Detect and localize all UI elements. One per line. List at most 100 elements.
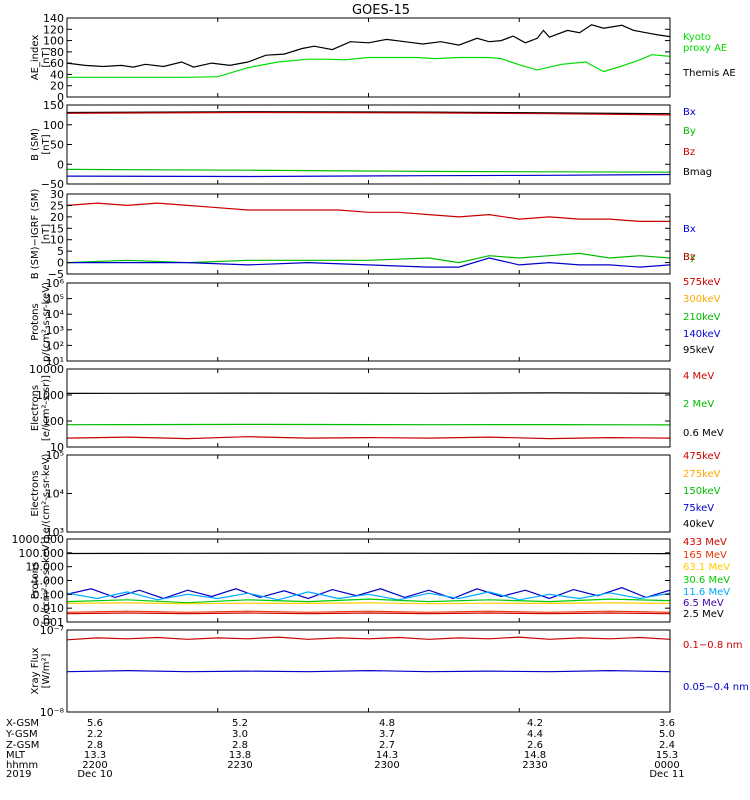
x-axis-row-label: 2019 (6, 769, 31, 780)
legend-entry: 165 MeV (683, 550, 727, 561)
series-line-433-mev (67, 612, 670, 615)
legend-entry: 40keV (683, 519, 714, 530)
y-tick-label: 100 (43, 119, 64, 132)
x-axis-value: Dec 10 (77, 769, 112, 780)
y-tick-label: 10.000 (26, 561, 65, 574)
panel-frame (66, 454, 671, 533)
x-axis-row-label: Y-GSM (5, 729, 38, 740)
legend-entry: By (683, 126, 696, 137)
legend-entry: 0.6 MeV (683, 428, 724, 439)
legend-entry: 75keV (683, 503, 714, 514)
x-axis-value: 2330 (522, 760, 547, 771)
y-tick-label: 100.000 (19, 547, 65, 560)
x-axis-value: 4.2 (527, 718, 543, 729)
legend-entry: Bx (683, 224, 696, 235)
x-axis-value: 15.3 (656, 750, 678, 761)
y-tick-label: 20 (50, 211, 64, 224)
y-tick-label: 0 (57, 91, 64, 104)
x-axis-value: 2230 (227, 760, 252, 771)
panel-4: 10¹ 10² 10³ 10⁴ 10⁵ 10⁶Protonsp/(cm²-s-sr-keV… (30, 277, 721, 368)
legend-entry: Bx (683, 107, 696, 118)
x-axis-value: 2300 (374, 760, 399, 771)
legend-entry: Bz (683, 147, 695, 158)
y-tick-label: 10⁴ (46, 488, 65, 501)
y-axis-label: Protons[p/(cm²-s-sr-keV)] (30, 537, 52, 625)
y-tick-label: 10⁻⁸ (40, 706, 65, 719)
x-axis-value: 14.3 (376, 750, 398, 761)
legend-entry: 575keV (683, 277, 721, 288)
x-axis-value: 2.2 (87, 729, 103, 740)
x-axis-value: 5.0 (659, 729, 675, 740)
y-axis-label: Xray Flux[W/m²] (30, 647, 52, 694)
series-line-2-mev (67, 423, 670, 426)
y-tick-label: 30 (50, 188, 64, 201)
y-tick-label: 140 (43, 12, 64, 25)
legend-entry: 2.5 MeV (683, 609, 724, 620)
y-tick-label: 5 (57, 245, 64, 258)
y-tick-label: 15 (50, 222, 64, 235)
y-tick-label: 150 (43, 99, 64, 112)
legend-entry: 95keV (683, 345, 714, 356)
series-line-30-6-mev (67, 598, 670, 604)
y-tick-label: 0.100 (33, 588, 65, 601)
legend-entry: 11.6 MeV (683, 587, 730, 598)
y-tick-label: 10¹ (46, 355, 64, 368)
x-axis-value: 2.6 (527, 740, 543, 751)
x-axis-value: 13.8 (229, 750, 251, 761)
y-tick-label: 20 (50, 80, 64, 93)
y-tick-label: 10⁵ (46, 293, 64, 306)
x-axis-row-label: hhmm (6, 760, 38, 771)
x-axis-value: 0000 (654, 760, 679, 771)
legend-entry: 2 MeV (683, 399, 714, 410)
legend-entry: 300keV (683, 294, 721, 305)
legend-entry: Bz (683, 252, 695, 263)
y-tick-label: 0 (57, 257, 64, 270)
series-line-by (67, 252, 670, 264)
panel-8: 10⁻⁸ 10⁻⁷ Xray Flux[W/m²] 0.1−0.8 nm 0.05−0.… (30, 624, 749, 719)
y-tick-label: 0 (57, 158, 64, 171)
x-axis-value: 5.2 (232, 718, 248, 729)
y-tick-label: 80 (50, 46, 64, 59)
x-axis-value: Dec 11 (649, 769, 684, 780)
legend-entry: 150keV (683, 486, 721, 497)
series-line-bz (67, 202, 670, 222)
y-axis-label: Electronse/(cm²-s-sr-keV) (30, 454, 52, 534)
y-tick-label: −5 (48, 268, 64, 281)
series-line-0-1-0-8-nm (67, 636, 670, 641)
legend-entry: 433 MeV (683, 537, 727, 548)
y-tick-label: 100 (43, 35, 64, 48)
series-line-bx (67, 173, 670, 178)
legend-entry: 0.05−0.4 nm (683, 682, 749, 693)
legend-entry: 140keV (683, 329, 721, 340)
x-axis-value: 3.7 (379, 729, 395, 740)
x-axis-value: 4.8 (379, 718, 395, 729)
legend-entry: By (683, 252, 696, 263)
y-tick-label: 10⁶ (46, 277, 65, 290)
figure-title: GOES-15 (352, 3, 410, 18)
x-axis-row-label: Z-GSM (6, 740, 39, 751)
series-line-63-1-mev (67, 602, 670, 605)
x-axis-value: 2.8 (232, 740, 248, 751)
y-tick-label: 10³ (46, 324, 64, 337)
y-axis-label: AE_index[nT] (30, 35, 52, 81)
y-axis-label: Electrons[e/(cm²-s-sr)] (30, 375, 52, 441)
x-axis-ephemeris-labels: X-GSMY-GSMZ-GSMMLThhmm20195.62.22.813.32… (5, 718, 685, 780)
y-tick-label: 10 (50, 234, 64, 247)
legend-entry: 4 MeV (683, 371, 714, 382)
y-tick-label: 1000.000 (12, 533, 65, 546)
legend-entry: 63.1 MeV (683, 562, 730, 573)
y-tick-label: 10 (50, 441, 64, 454)
y-tick-label: 10⁻⁷ (40, 624, 64, 637)
x-axis-value: 5.6 (87, 718, 103, 729)
y-tick-label: 10³ (46, 526, 64, 539)
panel-frame (66, 538, 671, 623)
y-axis-label: B (SM)[nT] (30, 128, 52, 161)
series-line-0-6-mev (67, 392, 670, 394)
series-line-165-mev (67, 610, 670, 613)
y-tick-label: 120 (43, 23, 64, 36)
legend-entry: 275keV (683, 469, 721, 480)
y-tick-label: 60 (50, 57, 64, 70)
